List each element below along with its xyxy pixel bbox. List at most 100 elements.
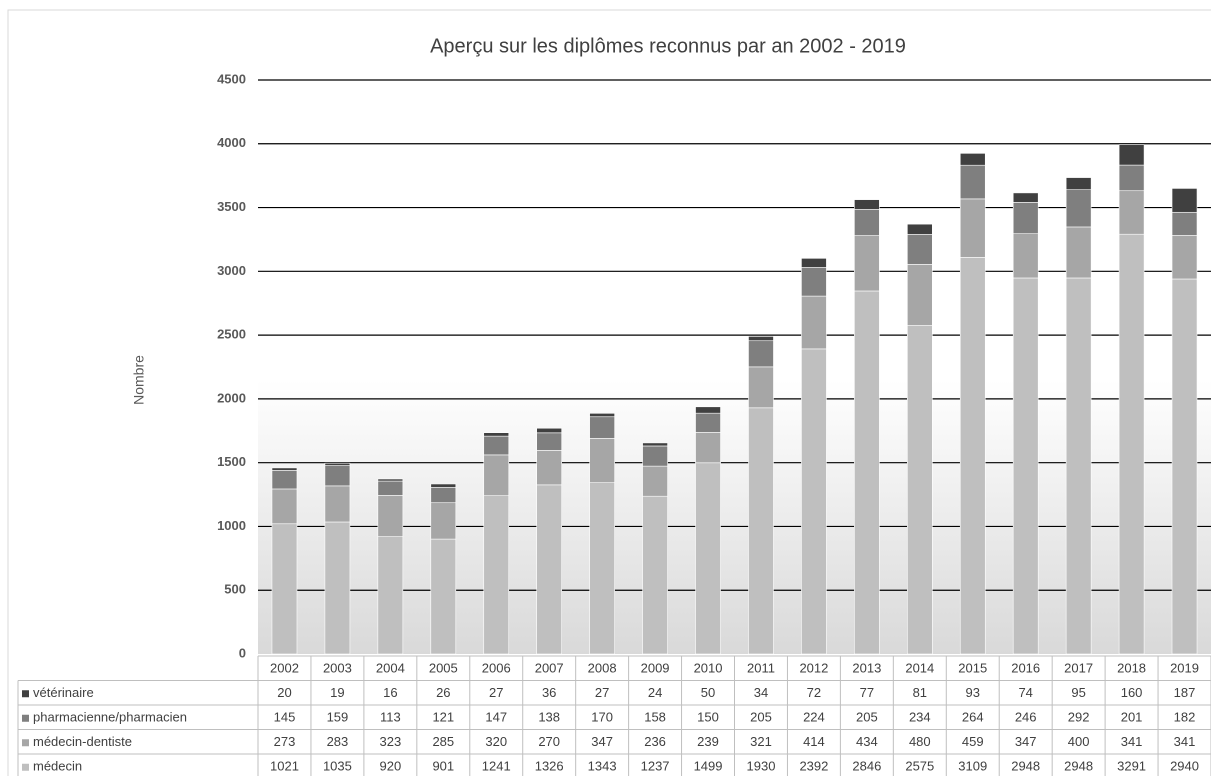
table-value: 1499 <box>694 759 723 774</box>
table-value: 1021 <box>270 759 299 774</box>
bar-segment <box>271 467 298 471</box>
bar-segment <box>1118 144 1145 166</box>
bar-segment <box>959 153 986 166</box>
bar-segment <box>748 366 774 409</box>
bar-segment <box>1118 190 1145 235</box>
x-tick-label: 2019 <box>1170 661 1199 676</box>
table-value: 72 <box>807 685 821 700</box>
table-value: 234 <box>909 710 931 725</box>
y-tick-label: 3000 <box>217 263 246 278</box>
table-value: 27 <box>595 685 609 700</box>
x-tick-label: 2005 <box>429 661 458 676</box>
bar-segment <box>377 536 404 655</box>
table-value: 1343 <box>588 759 617 774</box>
table-value: 24 <box>648 685 662 700</box>
bar-segment <box>430 538 457 655</box>
table-value: 901 <box>432 759 454 774</box>
bar-segment <box>1171 211 1198 236</box>
legend-marker <box>22 739 29 747</box>
y-tick-label: 4000 <box>217 135 246 150</box>
table-value: 147 <box>485 710 507 725</box>
table-value: 292 <box>1068 710 1090 725</box>
table-value: 77 <box>860 685 874 700</box>
bar-segment <box>695 432 721 464</box>
table-value: 414 <box>803 734 825 749</box>
table-value: 121 <box>432 710 454 725</box>
bar-segment <box>801 258 827 268</box>
bar-segment <box>1012 202 1039 235</box>
bar-segment <box>1118 164 1145 192</box>
y-tick-label: 1500 <box>217 454 246 469</box>
bar-segment <box>748 407 774 655</box>
bar-segment <box>1012 233 1039 279</box>
table-value: 27 <box>489 685 503 700</box>
table-value: 2948 <box>1064 759 1093 774</box>
bar-segment <box>430 486 457 504</box>
table-value: 400 <box>1068 734 1090 749</box>
bar-segment <box>589 482 615 655</box>
x-tick-label: 2013 <box>852 661 881 676</box>
y-tick-label: 2500 <box>217 327 246 342</box>
plot-background <box>258 380 1211 654</box>
table-value: 160 <box>1121 685 1143 700</box>
table-value: 1930 <box>747 759 776 774</box>
bar-segment <box>1065 226 1092 279</box>
legend-label: pharmacienne/pharmacien <box>33 710 187 725</box>
x-tick-label: 2018 <box>1117 661 1146 676</box>
x-tick-label: 2010 <box>694 661 723 676</box>
y-tick-label: 4500 <box>217 71 246 86</box>
y-tick-label: 0 <box>239 645 246 660</box>
bar-segment <box>1118 233 1145 655</box>
table-value: 239 <box>697 734 719 749</box>
bar-segment <box>589 416 615 439</box>
table-value: 159 <box>327 710 349 725</box>
x-tick-label: 2009 <box>641 661 670 676</box>
bar-segment <box>801 295 827 350</box>
bar-segment <box>483 454 510 497</box>
bar-segment <box>854 199 880 210</box>
table-value: 1035 <box>323 759 352 774</box>
table-value: 158 <box>644 710 666 725</box>
table-value: 347 <box>1015 734 1037 749</box>
table-value: 341 <box>1174 734 1196 749</box>
bar-segment <box>959 164 986 200</box>
table-value: 270 <box>538 734 560 749</box>
legend-label: vétérinaire <box>33 685 94 700</box>
bar-segment <box>536 484 562 655</box>
table-value: 2575 <box>905 759 934 774</box>
bar-segment <box>1171 235 1198 280</box>
x-tick-label: 2008 <box>588 661 617 676</box>
bar-segment <box>642 445 668 467</box>
table-value: 182 <box>1174 710 1196 725</box>
bar-segment <box>483 435 510 456</box>
bar-segment <box>854 235 880 292</box>
table-value: 264 <box>962 710 984 725</box>
bar-segment <box>1012 277 1039 655</box>
bar-segment <box>1012 192 1039 203</box>
bar-segment <box>377 480 404 496</box>
x-tick-label: 2003 <box>323 661 352 676</box>
table-value: 50 <box>701 685 715 700</box>
y-tick-label: 2000 <box>217 390 246 405</box>
x-tick-label: 2017 <box>1064 661 1093 676</box>
x-tick-label: 2012 <box>799 661 828 676</box>
table-value: 321 <box>750 734 772 749</box>
legend-label: médecin-dentiste <box>33 734 132 749</box>
table-value: 2940 <box>1170 759 1199 774</box>
bar-segment <box>854 290 880 655</box>
y-tick-label: 3500 <box>217 199 246 214</box>
table-value: 201 <box>1121 710 1143 725</box>
bar-segment <box>907 223 933 235</box>
x-tick-label: 2016 <box>1011 661 1040 676</box>
table-value: 236 <box>644 734 666 749</box>
table-value: 19 <box>330 685 344 700</box>
table-value: 34 <box>754 685 768 700</box>
bar-segment <box>748 336 774 342</box>
table-value: 74 <box>1018 685 1032 700</box>
bar-segment <box>801 267 827 297</box>
bar-segment <box>377 478 404 482</box>
bar-segment <box>324 521 351 655</box>
bar-segment <box>1065 277 1092 655</box>
table-value: 1241 <box>482 759 511 774</box>
